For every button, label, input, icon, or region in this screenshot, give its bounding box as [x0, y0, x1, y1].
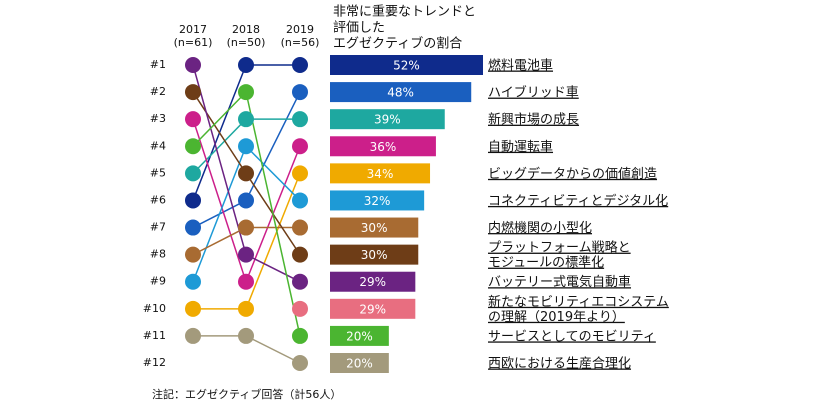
rank-dot: [238, 273, 254, 290]
trend-name: ハイブリッド車: [488, 85, 579, 101]
rank-dot: [238, 219, 254, 236]
chart-title: 評価した: [333, 21, 385, 36]
rank-dot: [292, 246, 308, 263]
trend-name: モジュールの標準化: [488, 255, 604, 271]
bar-label: 20%: [346, 329, 373, 343]
rank-dot: [238, 246, 254, 263]
y-tick-label: #10: [143, 302, 166, 315]
y-tick-label: #3: [150, 112, 166, 125]
trend-name: 内燃機関の小型化: [488, 220, 592, 236]
bar: [330, 271, 416, 292]
rank-dot: [292, 273, 308, 290]
rank-dot: [185, 219, 201, 236]
trend-name: 新興市場の成長: [488, 112, 579, 128]
x-tick-label: 2019: [286, 23, 314, 36]
y-tick-label: #6: [150, 193, 166, 206]
rank-dot: [292, 165, 308, 182]
x-tick-label: 2017: [179, 23, 207, 36]
rank-dot: [185, 57, 201, 73]
rank-dot: [185, 192, 201, 209]
rank-dot: [292, 219, 308, 236]
bar: [330, 244, 419, 265]
rank-dot: [292, 327, 308, 344]
x-tick-note: (n=50): [227, 36, 266, 49]
y-tick-label: #2: [150, 85, 166, 98]
x-tick-note: (n=61): [174, 36, 213, 49]
trend-name: の理解（2019年より）: [488, 310, 625, 325]
rank-dot: [185, 138, 201, 155]
rank-dot: [185, 246, 201, 263]
trend-name: 新たなモビリティエコシステム: [488, 294, 669, 310]
rank-dot: [292, 84, 308, 101]
note: 注記：エグゼクティブ回答（計56人）: [152, 387, 341, 401]
bar-label: 29%: [359, 275, 386, 289]
rank-dot: [238, 300, 254, 317]
bar: [330, 217, 419, 238]
trend-name: 西欧における生産合理化: [488, 356, 631, 372]
y-tick-label: #5: [150, 166, 166, 179]
trend-name: ビッグデータからの価値創造: [488, 166, 657, 182]
bar-label: 20%: [346, 357, 373, 371]
rank-dot: [238, 138, 254, 155]
rank-dot: [238, 84, 254, 101]
bar: [330, 82, 472, 103]
bar-label: 32%: [364, 194, 391, 208]
trend-name: 燃料電池車: [488, 58, 553, 74]
rank-dot: [238, 57, 254, 73]
trend-name: サービスとしてのモビリティ: [488, 329, 656, 344]
bar: [330, 353, 389, 373]
rank-dot: [292, 57, 308, 73]
rank-dot: [185, 300, 201, 317]
rank-dot: [238, 165, 254, 182]
y-tick-label: #11: [143, 329, 166, 342]
rank-dot: [292, 111, 308, 128]
chart-title: 非常に重要なトレンドと: [333, 4, 476, 20]
bar: [330, 109, 445, 130]
bar: [330, 136, 436, 157]
rank-dot: [292, 138, 308, 155]
rank-dot: [185, 165, 201, 182]
y-tick-label: #7: [150, 221, 166, 234]
y-tick-label: #9: [150, 275, 166, 288]
bar-label: 52%: [393, 59, 420, 73]
rank-dot: [238, 192, 254, 209]
rank-dot: [185, 327, 201, 344]
bar: [330, 298, 416, 319]
rank-dot: [292, 355, 308, 371]
bar: [330, 163, 431, 184]
rank-dot: [238, 327, 254, 344]
bar-label: 39%: [374, 113, 401, 127]
trend-name: 自動運転車: [488, 140, 553, 155]
bar-label: 29%: [359, 302, 386, 316]
trend-name: コネクティビティとデジタル化: [488, 193, 668, 209]
rank-dot: [185, 111, 201, 128]
x-tick-label: 2018: [232, 23, 260, 36]
bar-label: 36%: [370, 140, 397, 154]
bar-label: 48%: [387, 86, 414, 100]
rank-dot: [185, 273, 201, 290]
trend-name: プラットフォーム戦略と: [488, 240, 631, 256]
x-tick-note: (n=56): [281, 36, 320, 49]
bar-label: 34%: [367, 167, 394, 181]
rank-dot: [185, 84, 201, 101]
rank-dot: [292, 192, 308, 209]
bar-label: 30%: [361, 248, 388, 262]
bar-label: 30%: [361, 221, 388, 235]
rank-dot: [292, 300, 308, 317]
y-tick-label: #4: [150, 139, 166, 152]
bar: [330, 325, 389, 346]
bar: [330, 55, 483, 75]
bar: [330, 190, 425, 211]
chart-title: エグゼクティブの割合: [333, 36, 462, 52]
y-tick-label: #12: [143, 356, 166, 369]
trend-name: バッテリー式電気自動車: [488, 274, 631, 290]
y-tick-label: #1: [150, 58, 166, 71]
rank-dot: [238, 111, 254, 128]
y-tick-label: #8: [150, 248, 166, 261]
